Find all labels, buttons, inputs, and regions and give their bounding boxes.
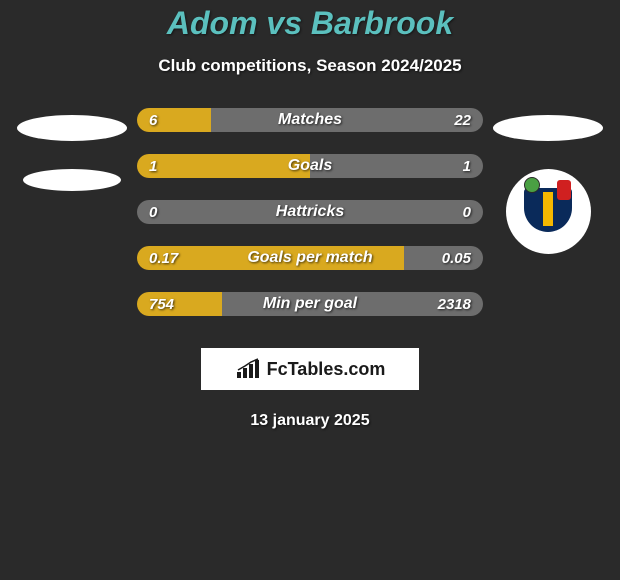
stat-value-right: 2318	[438, 296, 471, 313]
bar-fill-left	[137, 154, 310, 178]
player1-club-placeholder	[23, 169, 121, 191]
main-row: 6 Matches 22 1 Goals 1 0 Hattricks 0 0.17 Goals pe…	[0, 108, 620, 316]
bar-fill-right	[310, 154, 483, 178]
stat-bar: 0 Hattricks 0	[137, 200, 483, 224]
bar-fill-right	[211, 108, 483, 132]
stat-value-left: 1	[149, 158, 157, 175]
stat-label: Goals	[288, 157, 332, 175]
stat-bars: 6 Matches 22 1 Goals 1 0 Hattricks 0 0.17 Goals pe…	[137, 108, 483, 316]
brand-chart-icon	[235, 358, 261, 380]
player2-club-crest	[506, 169, 591, 254]
stat-value-left: 754	[149, 296, 174, 313]
stat-label: Hattricks	[276, 203, 344, 221]
subtitle: Club competitions, Season 2024/2025	[158, 56, 461, 76]
comparison-infographic: Adom vs Barbrook Club competitions, Seas…	[0, 0, 620, 430]
stat-value-right: 0	[463, 204, 471, 221]
stat-label: Goals per match	[247, 249, 372, 267]
left-player-col	[7, 108, 137, 191]
stat-bar: 754 Min per goal 2318	[137, 292, 483, 316]
stat-bar: 6 Matches 22	[137, 108, 483, 132]
stat-value-left: 0	[149, 204, 157, 221]
right-player-col	[483, 108, 613, 254]
brand-watermark: FcTables.com	[201, 348, 419, 390]
player2-avatar-placeholder	[493, 115, 603, 141]
page-title: Adom vs Barbrook	[167, 5, 453, 42]
stat-value-right: 22	[454, 112, 471, 129]
stat-value-right: 0.05	[442, 250, 471, 267]
stat-value-left: 6	[149, 112, 157, 129]
stat-bar: 1 Goals 1	[137, 154, 483, 178]
stat-label: Matches	[278, 111, 342, 129]
brand-text: FcTables.com	[267, 359, 386, 380]
stat-bar: 0.17 Goals per match 0.05	[137, 246, 483, 270]
stat-label: Min per goal	[263, 295, 357, 313]
stat-value-left: 0.17	[149, 250, 178, 267]
snapshot-date: 13 january 2025	[250, 412, 369, 430]
player1-avatar-placeholder	[17, 115, 127, 141]
crest-icon	[517, 176, 579, 248]
stat-value-right: 1	[463, 158, 471, 175]
